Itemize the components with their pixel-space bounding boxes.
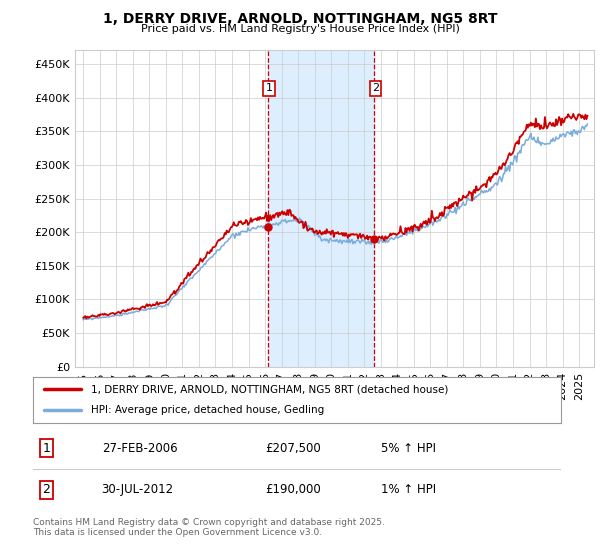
Text: 5% ↑ HPI: 5% ↑ HPI [382,442,436,455]
Text: £190,000: £190,000 [265,483,321,496]
Text: £207,500: £207,500 [265,442,321,455]
Text: 2: 2 [42,483,50,496]
Text: 1: 1 [266,83,273,94]
Text: 1% ↑ HPI: 1% ↑ HPI [382,483,437,496]
Text: 2: 2 [372,83,379,94]
Bar [268,50,374,367]
Text: 27-FEB-2006: 27-FEB-2006 [101,442,177,455]
Text: Contains HM Land Registry data © Crown copyright and database right 2025.
This d: Contains HM Land Registry data © Crown c… [33,518,385,538]
Text: Price paid vs. HM Land Registry's House Price Index (HPI): Price paid vs. HM Land Registry's House … [140,24,460,34]
Text: 1: 1 [42,442,50,455]
Text: HPI: Average price, detached house, Gedling: HPI: Average price, detached house, Gedl… [91,405,325,416]
Text: 1, DERRY DRIVE, ARNOLD, NOTTINGHAM, NG5 8RT: 1, DERRY DRIVE, ARNOLD, NOTTINGHAM, NG5 … [103,12,497,26]
Text: 30-JUL-2012: 30-JUL-2012 [101,483,174,496]
Text: 1, DERRY DRIVE, ARNOLD, NOTTINGHAM, NG5 8RT (detached house): 1, DERRY DRIVE, ARNOLD, NOTTINGHAM, NG5 … [91,384,448,394]
